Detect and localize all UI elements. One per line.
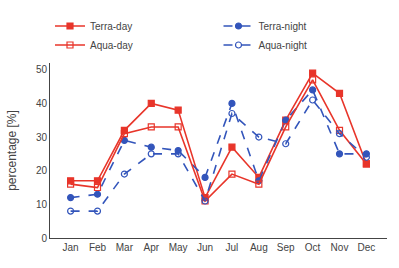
svg-text:Mar: Mar xyxy=(116,242,134,253)
svg-text:Aug: Aug xyxy=(250,242,268,253)
svg-text:Jan: Jan xyxy=(63,242,79,253)
svg-text:Feb: Feb xyxy=(89,242,107,253)
svg-text:Sep: Sep xyxy=(277,242,295,253)
svg-text:percentage [%]: percentage [%] xyxy=(5,110,19,191)
svg-text:Dec: Dec xyxy=(358,242,376,253)
svg-text:Nov: Nov xyxy=(331,242,349,253)
svg-text:Jun: Jun xyxy=(197,242,213,253)
svg-text:Apr: Apr xyxy=(143,242,159,253)
svg-text:40: 40 xyxy=(36,98,48,109)
svg-text:20: 20 xyxy=(36,165,48,176)
svg-text:Aqua-night: Aqua-night xyxy=(259,40,308,51)
svg-text:Terra-night: Terra-night xyxy=(259,21,307,32)
svg-text:Oct: Oct xyxy=(305,242,321,253)
svg-text:10: 10 xyxy=(36,199,48,210)
svg-text:0: 0 xyxy=(41,233,47,244)
svg-text:Aqua-day: Aqua-day xyxy=(90,40,133,51)
svg-text:Terra-day: Terra-day xyxy=(90,21,132,32)
svg-text:30: 30 xyxy=(36,132,48,143)
svg-text:Jul: Jul xyxy=(226,242,239,253)
svg-text:May: May xyxy=(169,242,188,253)
svg-text:50: 50 xyxy=(36,64,48,75)
